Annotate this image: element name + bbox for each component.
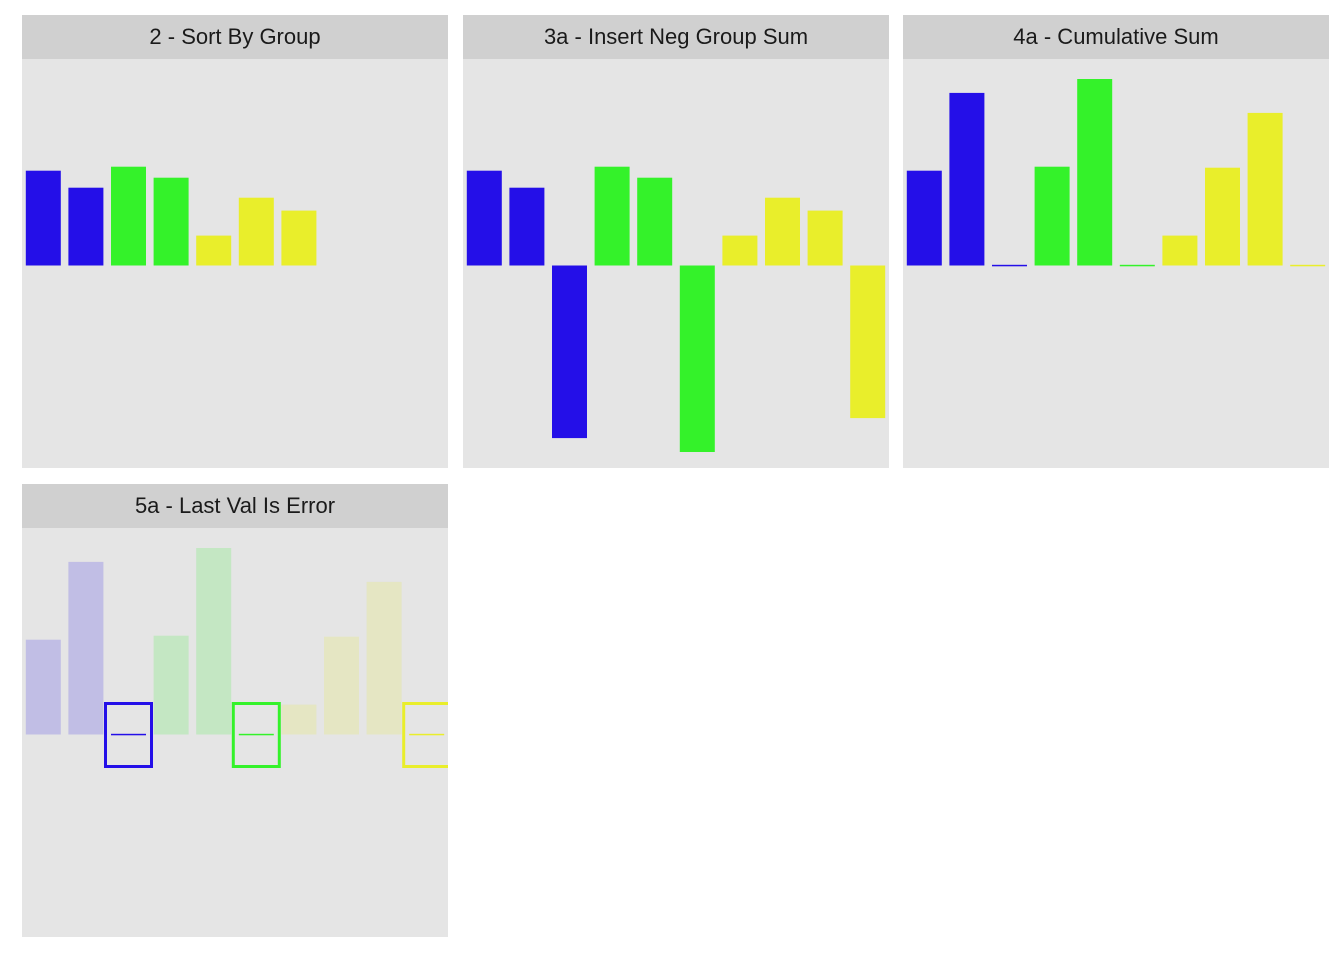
bar-blue-2: [68, 561, 104, 735]
bar-green-5: [1077, 79, 1113, 266]
bar-yellow-10: [1290, 264, 1326, 267]
plot-area: [906, 79, 1326, 267]
facet-strip-title: 2 - Sort By Group: [22, 15, 448, 59]
bar-yellow-8: [765, 197, 800, 266]
bar-blue-2: [509, 187, 545, 266]
bar-yellow-5: [196, 235, 232, 266]
bar-yellow-9: [366, 581, 402, 735]
bar-yellow-7: [1162, 235, 1198, 266]
bar-blue-3: [552, 265, 587, 439]
bar-green-4: [153, 635, 189, 735]
bar-yellow-9: [1247, 112, 1283, 266]
bar-green-6: [238, 733, 274, 736]
facet-panel-cumulative-sum: 4a - Cumulative Sum: [903, 15, 1329, 468]
error-highlight-box-yellow: [402, 702, 448, 768]
bar-blue-2: [68, 187, 104, 266]
facet-panel-sort-by-group: 2 - Sort By Group: [22, 15, 448, 468]
bar-blue-3: [111, 733, 146, 736]
bar-green-4: [1034, 166, 1070, 266]
bar-yellow-7: [281, 704, 317, 735]
plot-area: [25, 548, 448, 768]
plot-area: [25, 166, 317, 266]
bar-green-3: [111, 166, 146, 266]
bar-yellow-7: [281, 210, 317, 266]
bar-yellow-8: [324, 636, 359, 735]
bar-yellow-6: [238, 197, 274, 266]
facet-strip-title: 4a - Cumulative Sum: [903, 15, 1329, 59]
bar-blue-1: [25, 170, 61, 266]
bar-green-6: [679, 265, 715, 452]
bar-green-6: [1119, 264, 1155, 267]
bar-green-5: [637, 177, 673, 266]
bar-yellow-9: [807, 210, 843, 266]
bar-blue-3: [992, 264, 1027, 267]
facet-strip-title: 3a - Insert Neg Group Sum: [463, 15, 889, 59]
bar-green-5: [196, 548, 232, 735]
bar-blue-2: [949, 92, 985, 266]
facet-panel-last-val-is-error: 5a - Last Val Is Error: [22, 484, 448, 937]
bar-blue-1: [906, 170, 942, 266]
bar-yellow-10: [409, 733, 445, 736]
bar-blue-1: [466, 170, 502, 266]
bar-yellow-8: [1205, 167, 1240, 266]
bar-yellow-7: [722, 235, 758, 266]
error-highlight-box-blue: [104, 702, 153, 768]
bar-blue-1: [25, 639, 61, 735]
bar-green-4: [153, 177, 189, 266]
plot-area: [466, 166, 886, 452]
bar-yellow-10: [850, 265, 886, 419]
facet-panel-insert-neg-group-sum: 3a - Insert Neg Group Sum: [463, 15, 889, 468]
bar-green-4: [594, 166, 630, 266]
facet-strip-title: 5a - Last Val Is Error: [22, 484, 448, 528]
error-highlight-box-green: [231, 702, 281, 768]
